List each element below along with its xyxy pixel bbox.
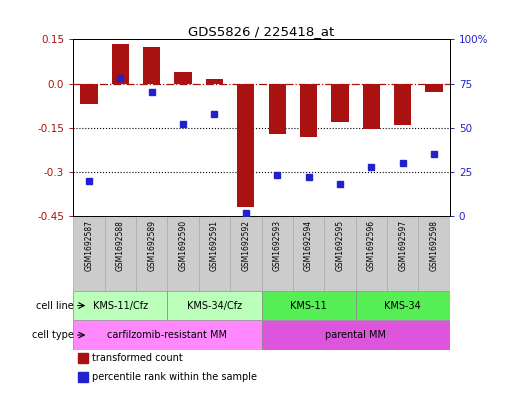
Bar xyxy=(300,83,317,136)
Bar xyxy=(112,44,129,83)
Bar xyxy=(199,216,230,291)
Text: parental MM: parental MM xyxy=(325,330,386,340)
Bar xyxy=(237,83,254,207)
Text: carfilzomib-resistant MM: carfilzomib-resistant MM xyxy=(107,330,228,340)
Text: GSM1692588: GSM1692588 xyxy=(116,220,125,271)
Bar xyxy=(324,216,356,291)
Bar xyxy=(174,72,191,83)
Text: GSM1692589: GSM1692589 xyxy=(147,220,156,271)
Text: cell line: cell line xyxy=(36,301,74,310)
Bar xyxy=(167,216,199,291)
Bar xyxy=(73,320,262,350)
Bar xyxy=(425,83,442,92)
Bar xyxy=(293,216,324,291)
Text: GSM1692590: GSM1692590 xyxy=(178,220,188,271)
Bar xyxy=(73,291,167,320)
Bar xyxy=(230,216,262,291)
Bar xyxy=(143,47,160,83)
Bar xyxy=(268,83,286,134)
Bar xyxy=(206,79,223,83)
Bar xyxy=(362,83,380,129)
Text: cell type: cell type xyxy=(32,330,74,340)
Text: GSM1692593: GSM1692593 xyxy=(272,220,282,271)
Bar xyxy=(78,373,88,382)
Bar xyxy=(136,216,167,291)
Bar xyxy=(262,291,356,320)
Bar xyxy=(418,216,450,291)
Text: GSM1692598: GSM1692598 xyxy=(429,220,439,271)
Bar xyxy=(73,216,105,291)
Text: KMS-11: KMS-11 xyxy=(290,301,327,310)
Bar xyxy=(387,216,418,291)
Text: GSM1692591: GSM1692591 xyxy=(210,220,219,271)
Bar xyxy=(78,353,88,363)
Bar xyxy=(331,83,348,122)
Bar xyxy=(262,320,450,350)
Bar xyxy=(356,216,387,291)
Text: GSM1692597: GSM1692597 xyxy=(398,220,407,271)
Text: KMS-34/Cfz: KMS-34/Cfz xyxy=(187,301,242,310)
Text: GSM1692595: GSM1692595 xyxy=(335,220,345,271)
Title: GDS5826 / 225418_at: GDS5826 / 225418_at xyxy=(188,25,335,38)
Text: transformed count: transformed count xyxy=(92,353,183,363)
Text: percentile rank within the sample: percentile rank within the sample xyxy=(92,372,256,382)
Bar xyxy=(105,216,136,291)
Text: KMS-11/Cfz: KMS-11/Cfz xyxy=(93,301,148,310)
Text: GSM1692587: GSM1692587 xyxy=(84,220,94,271)
Text: GSM1692594: GSM1692594 xyxy=(304,220,313,271)
Text: KMS-34: KMS-34 xyxy=(384,301,421,310)
Bar xyxy=(167,291,262,320)
Text: GSM1692592: GSM1692592 xyxy=(241,220,251,271)
Text: GSM1692596: GSM1692596 xyxy=(367,220,376,271)
Bar xyxy=(81,83,97,104)
Bar xyxy=(394,83,411,125)
Bar xyxy=(262,216,293,291)
Bar xyxy=(356,291,450,320)
